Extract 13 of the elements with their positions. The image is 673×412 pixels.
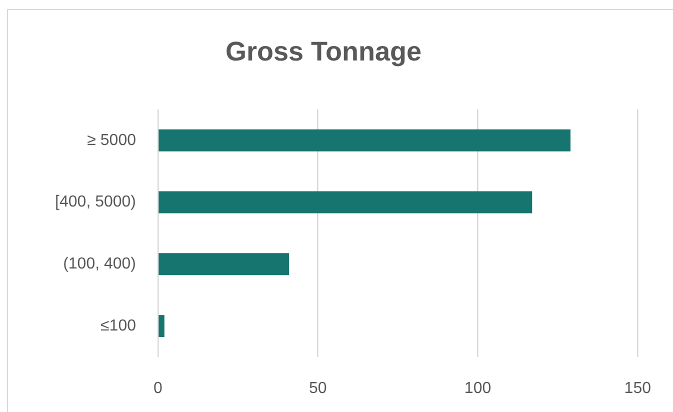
bar xyxy=(158,191,532,214)
chart-title: Gross Tonnage xyxy=(225,36,422,67)
bar xyxy=(158,129,570,152)
bar xyxy=(158,253,290,276)
x-tick-label: 0 xyxy=(154,380,163,398)
x-tick-label: 150 xyxy=(624,380,652,398)
y-tick-label: ≥ 5000 xyxy=(87,132,136,149)
x-tick-label: 100 xyxy=(464,380,492,398)
bar xyxy=(158,315,164,338)
y-tick-label: [400, 5000) xyxy=(55,194,136,211)
y-tick-label: (100, 400) xyxy=(63,256,136,273)
y-tick-label: ≤100 xyxy=(100,317,136,334)
x-tick-label: 50 xyxy=(308,380,327,398)
